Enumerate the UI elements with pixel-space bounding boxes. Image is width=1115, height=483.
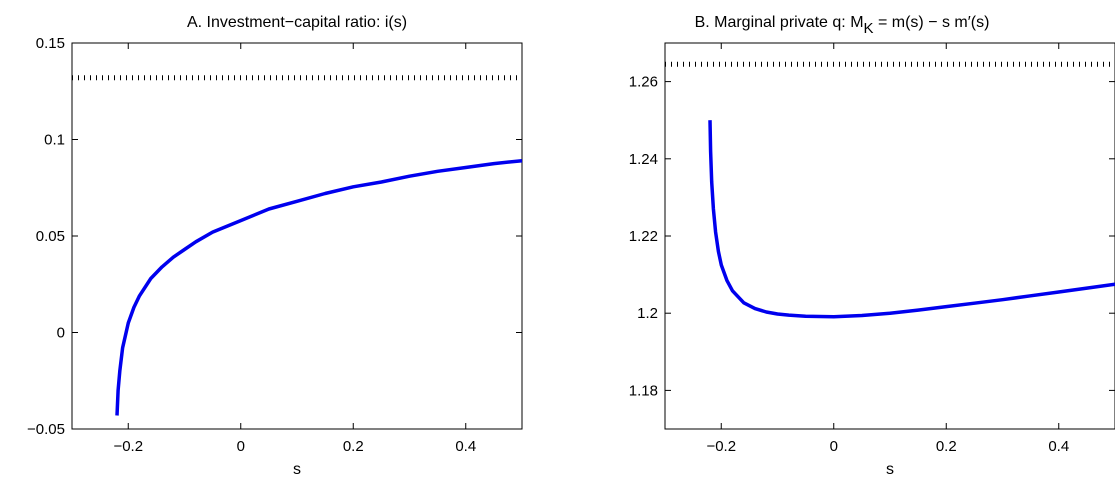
chart-panel-b: −0.2 0 0.2 0.4 1.18 1.2 1.22 1.24 1.26 s B. Margin… bbox=[629, 14, 1115, 478]
x-tick-label: 0.2 bbox=[936, 438, 957, 455]
x-tick-label: −0.2 bbox=[706, 438, 736, 455]
y-tick-label: 1.22 bbox=[629, 228, 658, 245]
chart-title: B. Marginal private q: MK = m(s) − s m′(… bbox=[695, 14, 990, 37]
chart-title-main: B. Marginal private q: M bbox=[695, 14, 864, 31]
x-tick-label: 0.4 bbox=[455, 438, 476, 455]
y-tick-label: −0.05 bbox=[27, 421, 65, 438]
y-tick-label: 1.18 bbox=[629, 382, 658, 399]
x-axis-label: s bbox=[886, 461, 894, 478]
y-tick-label: 0.15 bbox=[36, 35, 65, 52]
x-tick-label: −0.2 bbox=[113, 438, 143, 455]
y-tick-label: 1.24 bbox=[629, 151, 658, 168]
plot-frame bbox=[71, 42, 523, 430]
series-curve-line bbox=[115, 158, 523, 416]
plot-frame bbox=[664, 42, 1115, 430]
y-tick-label: 1.2 bbox=[637, 305, 658, 322]
chart-title-rest: = m(s) − s m′(s) bbox=[874, 14, 990, 31]
x-axis-label: s bbox=[293, 461, 301, 478]
y-tick-label: 0.05 bbox=[36, 228, 65, 245]
x-tick-label: 0 bbox=[830, 438, 838, 455]
chart-title: A. Investment−capital ratio: i(s) bbox=[187, 14, 407, 31]
chart-title-subscript: K bbox=[864, 20, 874, 37]
y-tick-label: 1.26 bbox=[629, 74, 658, 91]
chart-panel-a: −0.2 0 0.2 0.4 −0.05 0 0.05 0.1 0.15 s A. Investme… bbox=[27, 14, 523, 478]
y-tick-label: 0.1 bbox=[44, 132, 65, 149]
x-tick-label: 0 bbox=[237, 438, 245, 455]
x-tick-label: 0.4 bbox=[1048, 438, 1069, 455]
y-tick-label: 0 bbox=[57, 325, 65, 342]
x-tick-label: 0.2 bbox=[343, 438, 364, 455]
series-curve-line bbox=[708, 120, 1115, 319]
